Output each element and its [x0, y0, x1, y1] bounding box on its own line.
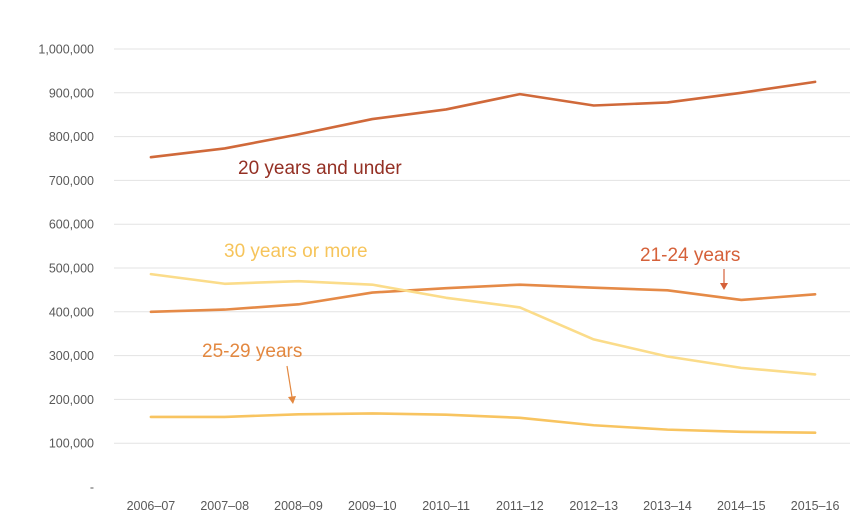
- series-line-21-24-years: [149, 283, 817, 314]
- series-label-20-years-and-under: 20 years and under: [238, 158, 402, 179]
- y-tick-label: 300,000: [49, 349, 94, 363]
- x-tick-label: 2012–13: [569, 499, 618, 513]
- x-axis-ticks: 2006–07 2007–08 2008–09 2009–10 2010–11 2011–…: [127, 499, 840, 513]
- y-tick-label: 200,000: [49, 393, 94, 407]
- gridlines: [114, 48, 850, 444]
- y-tick-label: 900,000: [49, 86, 94, 100]
- arrowhead-25-29-years: [288, 396, 296, 404]
- y-axis-ticks: - 100,000 200,000 300,000 400,000 500,000 600,…: [38, 43, 94, 495]
- y-tick-label: -: [90, 481, 94, 495]
- series-label-30-years-or-more: 30 years or more: [224, 241, 368, 262]
- y-tick-label: 400,000: [49, 305, 94, 319]
- x-tick-label: 2009–10: [348, 499, 397, 513]
- x-tick-label: 2010–11: [422, 499, 470, 513]
- y-tick-label: 600,000: [49, 218, 94, 232]
- y-tick-label: 800,000: [49, 130, 94, 144]
- series-lines: [149, 80, 817, 434]
- arrow-25-29-years: [286, 365, 293, 398]
- y-tick-label: 100,000: [49, 437, 94, 451]
- x-tick-label: 2006–07: [127, 499, 176, 513]
- x-tick-label: 2008–09: [274, 499, 323, 513]
- y-tick-label: 1,000,000: [38, 43, 94, 57]
- x-tick-label: 2013–14: [643, 499, 692, 513]
- annotations: 20 years and under 21-24 years 30 years or…: [202, 158, 740, 404]
- y-tick-label: 500,000: [49, 262, 94, 276]
- x-tick-label: 2015–16: [791, 499, 840, 513]
- series-line-30-years-or-more: [149, 272, 817, 376]
- x-tick-label: 2007–08: [200, 499, 249, 513]
- series-label-25-29-years: 25-29 years: [202, 341, 302, 362]
- y-tick-label: 700,000: [49, 174, 94, 188]
- x-tick-label: 2014–15: [717, 499, 766, 513]
- series-line-20-years-and-under: [149, 80, 817, 159]
- arrowhead-21-24-years: [720, 283, 728, 290]
- x-tick-label: 2011–12: [496, 499, 544, 513]
- series-label-21-24-years: 21-24 years: [640, 245, 740, 266]
- series-line-25-29-years: [149, 412, 817, 434]
